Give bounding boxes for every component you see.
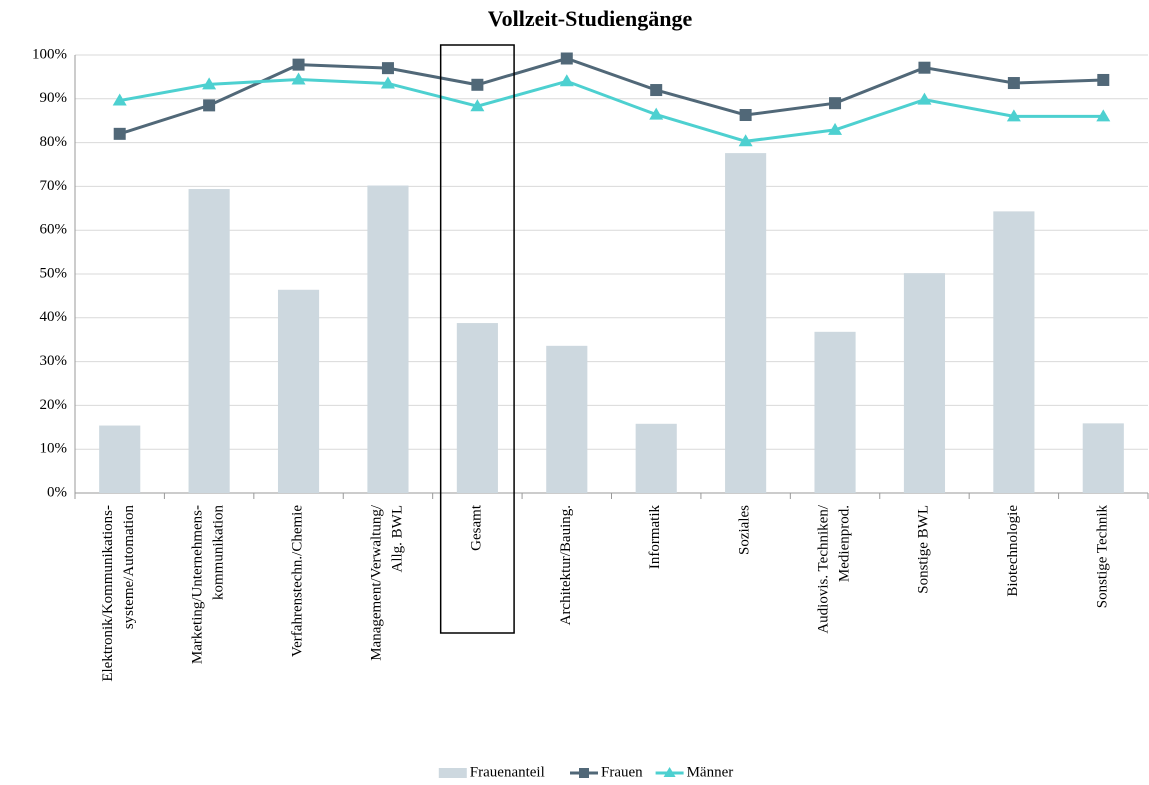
- chart-title: Vollzeit-Studiengänge: [488, 6, 693, 31]
- x-tick-label: Sonstige BWL: [916, 505, 932, 594]
- bar: [1082, 423, 1124, 493]
- legend-label: Männer: [687, 764, 734, 780]
- legend-marker: [663, 767, 676, 777]
- bar: [367, 185, 409, 494]
- bar: [456, 323, 498, 493]
- line-marker: [470, 99, 485, 112]
- y-tick-label: 70%: [40, 178, 68, 194]
- y-tick-label: 0%: [47, 484, 67, 500]
- x-tick-label: Marketing/Unternehmens-kommunikation: [190, 505, 227, 665]
- line-marker: [381, 62, 394, 75]
- line-marker: [650, 84, 663, 97]
- bar: [546, 345, 588, 493]
- line-marker: [1096, 109, 1111, 122]
- x-tick-label: Gesamt: [469, 504, 485, 551]
- legend-label: Frauen: [601, 764, 643, 780]
- x-tick-label: Audiovis. Techniken/Medienprod.: [816, 504, 853, 633]
- line-marker: [112, 93, 127, 106]
- line-marker: [1097, 73, 1110, 86]
- line-marker: [829, 97, 842, 110]
- y-tick-label: 10%: [40, 441, 68, 457]
- y-tick-label: 30%: [40, 353, 68, 369]
- x-tick-label: Verfahrenstechn./Chemie: [290, 505, 306, 657]
- line-marker: [918, 61, 931, 74]
- bar: [99, 425, 141, 493]
- line-marker: [738, 134, 753, 147]
- line-marker: [113, 127, 126, 140]
- bar: [993, 211, 1035, 493]
- y-tick-label: 60%: [40, 222, 68, 238]
- bar: [635, 423, 677, 493]
- x-tick-label: Sonstige Technik: [1095, 505, 1111, 609]
- line-marker: [203, 99, 216, 112]
- y-tick-label: 80%: [40, 134, 68, 150]
- x-tick-label: Management/Verwaltung/Allg. BWL: [369, 504, 406, 661]
- bar: [903, 273, 946, 493]
- x-tick-label: Informatik: [648, 505, 664, 570]
- line-marker: [649, 107, 664, 120]
- x-tick-label: Soziales: [737, 505, 753, 555]
- line-marker: [559, 74, 574, 87]
- line-marker: [560, 52, 573, 65]
- highlight-box: [439, 44, 515, 634]
- y-tick-label: 100%: [32, 46, 67, 62]
- bar: [725, 153, 767, 493]
- bar: [277, 289, 320, 493]
- line-marker: [917, 92, 932, 105]
- line-marker: [291, 72, 306, 85]
- x-tick-label: Biotechnologie: [1005, 505, 1021, 597]
- y-tick-label: 50%: [40, 265, 68, 281]
- line-marker: [739, 109, 752, 122]
- line-marker: [380, 76, 395, 89]
- bar: [188, 189, 230, 493]
- line-marker: [292, 58, 305, 71]
- legend-swatch: [438, 768, 467, 778]
- line: [119, 56, 1104, 136]
- legend-marker: [579, 768, 589, 778]
- y-tick-label: 40%: [40, 309, 68, 325]
- y-tick-label: 20%: [40, 397, 68, 413]
- bar: [814, 331, 856, 493]
- line-marker: [202, 77, 217, 90]
- line-marker: [471, 78, 484, 91]
- y-tick-label: 90%: [40, 90, 68, 106]
- x-tick-label: Architektur/Bauing.: [558, 505, 574, 625]
- line: [119, 78, 1104, 143]
- line-marker: [828, 122, 843, 135]
- line-marker: [1006, 109, 1021, 122]
- legend-label: Frauenanteil: [470, 764, 545, 780]
- line-marker: [1007, 77, 1020, 90]
- x-tick-label: Elektronik/Kommunikations-systeme/Automa…: [101, 505, 138, 682]
